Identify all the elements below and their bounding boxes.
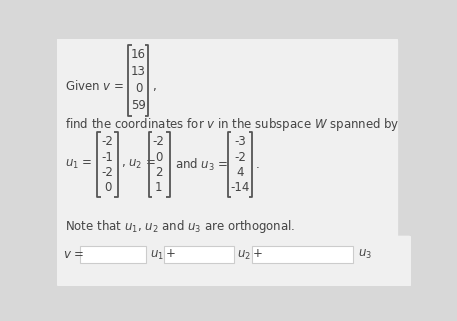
Text: -14: -14 (230, 181, 250, 195)
Text: 0: 0 (104, 181, 111, 195)
FancyBboxPatch shape (54, 32, 398, 259)
Text: $u_3$: $u_3$ (358, 248, 372, 261)
Text: 13: 13 (131, 65, 146, 78)
Text: 1: 1 (155, 181, 162, 195)
Text: 59: 59 (131, 99, 146, 112)
Text: Note that $u_1$, $u_2$ and $u_3$ are orthogonal.: Note that $u_1$, $u_2$ and $u_3$ are ort… (65, 218, 295, 235)
Text: $u_2+$: $u_2+$ (237, 248, 263, 262)
Text: $u_1$ =: $u_1$ = (65, 158, 92, 171)
Text: .: . (255, 158, 259, 171)
Bar (80, 247, 146, 263)
Text: -2: -2 (101, 166, 113, 179)
Text: find the coordinates for $v$ in the subspace $W$ spanned by: find the coordinates for $v$ in the subs… (65, 116, 399, 133)
Text: $v$ =: $v$ = (64, 248, 85, 261)
Text: -1: -1 (101, 151, 113, 164)
Text: 0: 0 (155, 151, 162, 164)
Bar (164, 247, 234, 263)
Text: 4: 4 (236, 166, 244, 179)
Text: 2: 2 (155, 166, 162, 179)
Text: ,: , (152, 80, 155, 93)
Text: 0: 0 (135, 82, 142, 95)
Text: and $u_3$ =: and $u_3$ = (175, 157, 228, 173)
Text: Given $v$ =: Given $v$ = (65, 79, 124, 93)
FancyBboxPatch shape (56, 236, 413, 286)
Text: -2: -2 (153, 135, 165, 148)
Text: -2: -2 (234, 151, 246, 164)
Text: 16: 16 (131, 48, 146, 61)
Text: $u_1+$: $u_1+$ (150, 248, 176, 262)
Text: , $u_2$ =: , $u_2$ = (121, 158, 155, 171)
Bar (252, 247, 353, 263)
Text: -2: -2 (101, 135, 113, 148)
Text: -3: -3 (234, 135, 246, 148)
